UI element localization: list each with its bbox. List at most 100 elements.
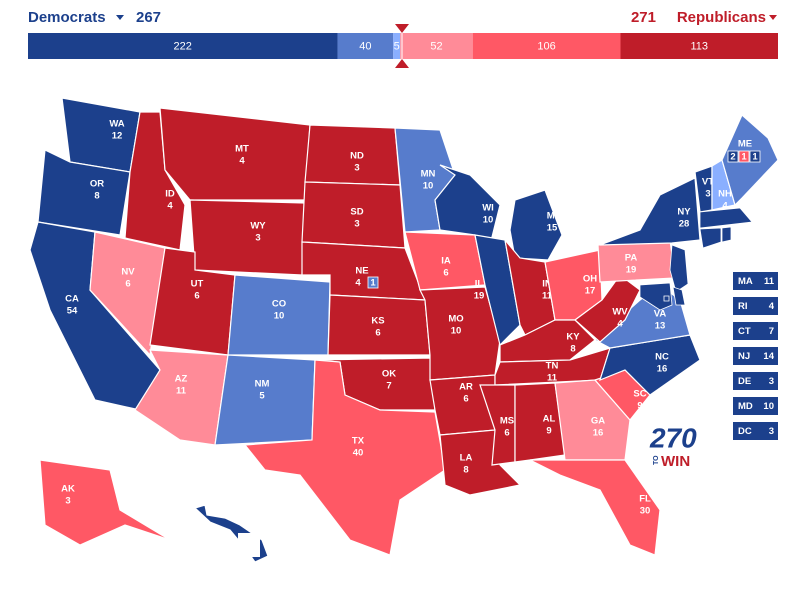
- state[interactable]: [699, 227, 722, 249]
- state[interactable]: [721, 226, 732, 243]
- state-abbr: NE: [355, 266, 368, 277]
- bar-segment: [28, 33, 338, 59]
- state[interactable]: [479, 384, 516, 466]
- state[interactable]: [669, 244, 689, 293]
- republicans-total: 271: [631, 9, 656, 26]
- state-votes: 6: [443, 268, 448, 279]
- state-votes: 17: [585, 286, 596, 297]
- bar-segment: [393, 33, 401, 59]
- small-state-abbr: CT: [738, 326, 751, 337]
- state-abbr: MN: [421, 169, 436, 180]
- state-votes: 4: [239, 156, 245, 167]
- bar-segment: [472, 33, 621, 59]
- bar-label: 222: [174, 40, 192, 52]
- district-votes: 2: [730, 152, 735, 163]
- small-state-box[interactable]: [733, 297, 778, 315]
- small-state-abbr: MD: [738, 401, 753, 412]
- state-abbr: IA: [441, 256, 451, 267]
- state-votes: 4: [167, 201, 173, 212]
- map: WA12OR8CA54NV6ID4MT4WY3UT6AZ11CO10NM5ND3…: [29, 97, 779, 563]
- district-votes: 1: [741, 152, 747, 163]
- state-votes: 10: [483, 215, 494, 226]
- state-votes: 9: [637, 401, 642, 412]
- small-state-abbr: RI: [738, 301, 748, 312]
- small-state-box[interactable]: [733, 397, 778, 415]
- district-box[interactable]: [727, 150, 739, 163]
- small-state-box[interactable]: [733, 322, 778, 340]
- state-abbr: AZ: [175, 374, 188, 385]
- state-abbr: NM: [255, 379, 270, 390]
- midpoint-marker: [395, 24, 409, 68]
- state[interactable]: [214, 354, 316, 446]
- state-votes: 19: [626, 265, 637, 276]
- state[interactable]: [39, 459, 171, 546]
- state-abbr: AK: [61, 484, 75, 495]
- state-abbr: KS: [371, 316, 384, 327]
- state-votes: 8: [570, 344, 575, 355]
- state-votes: 10: [274, 311, 285, 322]
- state-abbr: NV: [121, 267, 135, 278]
- state[interactable]: [672, 286, 686, 306]
- small-state-box[interactable]: [733, 372, 778, 390]
- state[interactable]: [159, 107, 311, 201]
- district-box[interactable]: [738, 150, 750, 163]
- small-state-abbr: DE: [738, 376, 751, 387]
- state-abbr: GA: [591, 416, 605, 427]
- district-votes: 1: [752, 152, 758, 163]
- small-state-box[interactable]: [733, 422, 778, 440]
- state-abbr: WY: [250, 221, 266, 232]
- state-abbr: KY: [566, 332, 580, 343]
- state-votes: 3: [705, 189, 710, 200]
- state[interactable]: [61, 97, 141, 173]
- state-votes: 5: [259, 391, 265, 402]
- district-box[interactable]: [749, 150, 761, 163]
- state-abbr: FL: [639, 494, 651, 505]
- bar-label: 5: [394, 40, 400, 52]
- logo-win: WIN: [661, 453, 690, 470]
- state-abbr: VT: [702, 177, 714, 188]
- state-votes: 10: [451, 326, 462, 337]
- state-abbr: WI: [482, 203, 494, 214]
- state-abbr: PA: [625, 253, 638, 264]
- district-box[interactable]: [367, 276, 379, 289]
- republicans-label[interactable]: Republicans: [677, 9, 766, 26]
- state[interactable]: [663, 295, 670, 302]
- state-votes: 4: [246, 546, 252, 557]
- small-state-votes: 4: [769, 301, 775, 312]
- state-votes: 10: [423, 181, 434, 192]
- state-votes: 4: [722, 201, 728, 212]
- state-abbr: OR: [90, 179, 104, 190]
- state[interactable]: [509, 189, 563, 261]
- state-votes: 3: [354, 163, 359, 174]
- label-box: [238, 533, 260, 557]
- state-votes: 28: [679, 219, 690, 230]
- state[interactable]: [514, 382, 566, 463]
- state-abbr: ID: [165, 189, 175, 200]
- state-votes: 11: [176, 386, 187, 397]
- state[interactable]: [37, 149, 131, 236]
- state[interactable]: [639, 282, 673, 311]
- district-votes: 1: [370, 278, 376, 289]
- state-abbr: CA: [65, 294, 79, 305]
- state[interactable]: [554, 379, 631, 461]
- state-abbr: SD: [350, 207, 363, 218]
- state[interactable]: [529, 459, 661, 556]
- state-votes: 6: [125, 279, 130, 290]
- state-votes: 6: [194, 291, 199, 302]
- small-state-box[interactable]: [733, 272, 778, 290]
- state-votes: 11: [547, 373, 558, 384]
- dropdown-arrow: [769, 15, 777, 20]
- democrats-label[interactable]: Democrats: [28, 9, 106, 26]
- logo-number: 270: [649, 422, 697, 453]
- state-votes: 30: [640, 506, 651, 517]
- state[interactable]: [89, 231, 166, 357]
- small-state-box[interactable]: [733, 347, 778, 365]
- state-votes: 13: [655, 321, 666, 332]
- state[interactable]: [189, 199, 306, 276]
- logo-to: TO: [653, 455, 660, 465]
- state[interactable]: [243, 359, 446, 556]
- state[interactable]: [599, 177, 701, 246]
- state-abbr: NH: [718, 189, 732, 200]
- state[interactable]: [699, 207, 753, 229]
- state-abbr: OK: [382, 369, 396, 380]
